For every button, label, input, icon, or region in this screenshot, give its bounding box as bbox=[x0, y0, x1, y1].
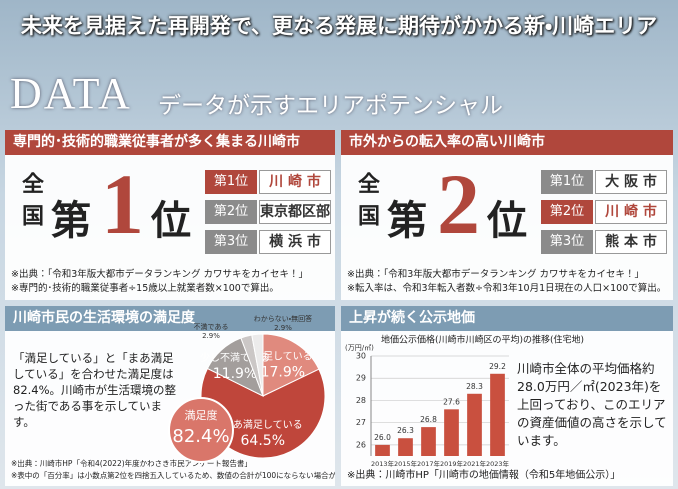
page-title: 未来を見据えた再開発で、更なる発展に期待がかかる新・川崎エリア bbox=[20, 13, 658, 38]
satisfaction-panel: 川崎市民の生活環境の満足度 「満足している」と「まあ満足している」を合わせた満足… bbox=[5, 306, 335, 486]
rank-place: 第1位 bbox=[541, 170, 593, 194]
panel-text: 川崎市全体の平均価格約28.0万円／㎡(2023年)を上回っており、このエリアの… bbox=[517, 361, 667, 448]
bar bbox=[467, 393, 482, 456]
center-label: 満足度 bbox=[185, 409, 218, 422]
y-tick-label: 30 bbox=[356, 352, 366, 361]
ranking-panel: 専門的･技術的職業従事者が多く集まる川崎市 全国第 1 位第1位川 崎 市第2位 東京都… bbox=[5, 130, 335, 300]
slice-value: 17.9% bbox=[261, 365, 305, 381]
value-label: 28.3 bbox=[466, 382, 483, 391]
slice-value: 2.9% bbox=[274, 324, 292, 332]
note: ※出典：「令和3年版大都市データランキング カワサキをカイセキ！」 bbox=[11, 269, 308, 280]
x-tick-label: 2013年 bbox=[371, 459, 395, 468]
ordinal-prefix: 第 bbox=[387, 197, 427, 244]
y-tick-label: 26 bbox=[356, 440, 366, 449]
note: ※表中の「百分率」は小数点第2位を四捨五入しているため、数値の合計が100になら… bbox=[11, 471, 335, 480]
ranking-panel: 市外からの転入率の高い川崎市 全国第 2 位第1位大 阪 市第2位川 崎 市第3位熊 … bbox=[341, 130, 673, 300]
note: ※専門的･技術的職業従事者÷15歳以上就業者数×100で算出。 bbox=[11, 283, 279, 294]
rank-city: 熊 本 市 bbox=[595, 230, 667, 254]
rank-place: 第3位 bbox=[541, 230, 593, 254]
panel-title: 川崎市民の生活環境の満足度 bbox=[5, 306, 335, 331]
value-label: 26.3 bbox=[397, 426, 414, 435]
rank-place: 第2位 bbox=[205, 200, 257, 224]
ordinal-suffix: 位 bbox=[487, 197, 527, 244]
slice-value: 2.9% bbox=[202, 332, 220, 340]
rank-city: 東京都区部 bbox=[259, 200, 331, 224]
slice-label: 満足している bbox=[253, 351, 313, 363]
rank-city: 大 阪 市 bbox=[595, 170, 667, 194]
panel-title: 上昇が続く公示地価 bbox=[341, 306, 673, 331]
rank-number: 2 bbox=[437, 156, 480, 252]
rank-place: 第3位 bbox=[205, 230, 257, 254]
rank-place: 第1位 bbox=[205, 170, 257, 194]
nationwide: 全国 bbox=[18, 172, 44, 236]
value-label: 26.8 bbox=[420, 415, 437, 424]
value-label: 29.2 bbox=[489, 362, 506, 371]
land-price-panel: 上昇が続く公示地価 川崎市全体の平均価格約28.0万円／㎡(2023年)を上回っ… bbox=[341, 306, 673, 486]
pie-slice bbox=[262, 333, 320, 397]
x-tick-label: 2019年 bbox=[440, 459, 464, 468]
x-tick-label: 2023年 bbox=[486, 459, 510, 468]
panel-text: 「満足している」と「まあ満足している」を合わせた満足度は82.4%。川崎市が生活… bbox=[13, 351, 177, 429]
ordinal-suffix: 位 bbox=[151, 197, 191, 244]
value-label: 26.0 bbox=[374, 433, 391, 442]
bar bbox=[421, 427, 436, 456]
value-label: 27.6 bbox=[443, 397, 460, 406]
slice-value: 11.9% bbox=[213, 366, 257, 382]
y-tick-label: 29 bbox=[356, 374, 366, 383]
nationwide: 全国 bbox=[354, 172, 380, 236]
pie-chart: 満足している17.9%まあ満足している64.5%少し不満である11.9%不満であ… bbox=[168, 314, 326, 463]
bar bbox=[398, 438, 413, 456]
bar bbox=[490, 373, 505, 456]
note: ※出典：「令和3年版大都市データランキング カワサキをカイセキ！」 bbox=[347, 269, 644, 280]
rank-place: 第2位 bbox=[541, 200, 593, 224]
pie-slice bbox=[251, 333, 264, 397]
note: ※転入率は、令和3年転入者数÷令和3年10月1日現在の人口×100で算出。 bbox=[347, 283, 667, 294]
center-badge bbox=[168, 397, 234, 463]
center-value: 82.4% bbox=[172, 426, 229, 447]
data-subtitle: データが示すエリアポテンシャル bbox=[158, 93, 503, 119]
panel-title: 専門的･技術的職業従事者が多く集まる川崎市 bbox=[5, 130, 335, 155]
note: ※出典：川崎市HP「令和4(2022)年度かわさき市民アンケート報告書」 bbox=[11, 459, 252, 468]
x-tick-label: 2015年 bbox=[394, 459, 418, 468]
chart-title: 地価公示価格(川崎市川崎区の平均)の推移(住宅地) bbox=[381, 334, 584, 346]
slice-label: わからない・無回答 bbox=[254, 314, 312, 323]
rank-city: 川 崎 市 bbox=[259, 170, 331, 194]
note: ※出典：川崎市HP「川崎市の地価情報（令和5年地価公示）」 bbox=[347, 470, 621, 481]
y-unit: (万円/㎡) bbox=[345, 344, 374, 352]
slice-value: 64.5% bbox=[241, 433, 285, 449]
slice-label: まあ満足している bbox=[223, 419, 303, 431]
x-tick-label: 2021年 bbox=[463, 459, 487, 468]
ordinal-prefix: 第 bbox=[51, 197, 91, 244]
bar bbox=[375, 444, 390, 456]
bar bbox=[444, 409, 459, 456]
x-tick-label: 2017年 bbox=[417, 459, 441, 468]
rank-city: 川 崎 市 bbox=[595, 200, 667, 224]
panel-title: 市外からの転入率の高い川崎市 bbox=[341, 130, 673, 155]
y-tick-label: 28 bbox=[356, 396, 366, 405]
slice-label: 不満である bbox=[194, 323, 229, 331]
y-tick-label: 27 bbox=[356, 418, 366, 427]
bar-chart: 地価公示価格(川崎市川崎区の平均)の推移(住宅地) (万円/㎡) 26 27 28 29 3… bbox=[345, 334, 584, 469]
rank-number: 1 bbox=[101, 156, 144, 252]
data-heading: DATA bbox=[10, 69, 132, 118]
rank-city: 横 浜 市 bbox=[259, 230, 331, 254]
